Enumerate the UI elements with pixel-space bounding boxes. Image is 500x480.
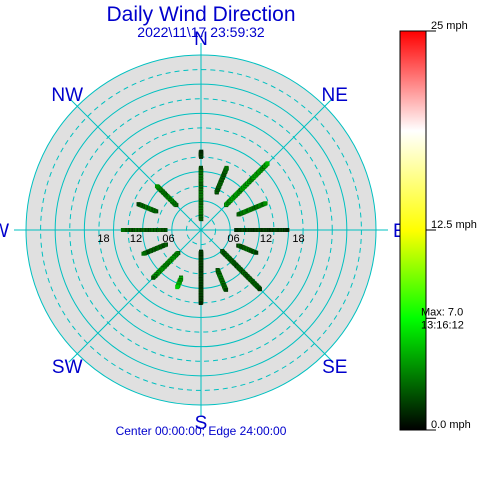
wind-sample-point — [175, 285, 180, 290]
chart-subtitle: 2022\11\17 23:59:32 — [137, 24, 265, 40]
data-points — [120, 149, 290, 306]
chart-title: Daily Wind Direction — [106, 3, 295, 26]
scale-label-max: 25 mph — [431, 20, 468, 32]
scale-label-min: 0.0 mph — [431, 419, 471, 431]
wind-sample-point — [257, 287, 262, 292]
scale-max-time: 13:16:12 — [421, 319, 464, 331]
wind-sample-point — [151, 275, 156, 280]
wind-sample-point — [120, 228, 125, 232]
wind-sample-point — [265, 161, 270, 166]
wind-sample-point — [199, 149, 204, 154]
wind-sample-point — [224, 287, 229, 292]
scale-max-value: Max: 7.0 — [421, 306, 463, 318]
scale-label-mid: 12.5 mph — [431, 219, 477, 231]
grid-spoke — [68, 97, 202, 231]
compass-label-s: S — [195, 413, 208, 434]
color-scale: 25 mph 12.5 mph 0.0 mph Max: 7.0 13:16:1… — [399, 20, 477, 431]
wind-sample-point — [285, 228, 290, 232]
wind-sample-point — [141, 251, 146, 256]
wind-sample-point — [224, 165, 229, 170]
color-scale-bar — [399, 30, 427, 431]
wind-sample-point — [263, 201, 268, 206]
radial-tick-label: 12 — [260, 233, 272, 245]
wind-sample-point — [198, 301, 203, 306]
wind-sample-point — [136, 202, 141, 207]
radial-tick-label: 18 — [97, 233, 109, 245]
compass-label-n: N — [194, 29, 208, 50]
chart-footer: Center 00:00:00; Edge 24:00:00 — [116, 424, 287, 438]
compass-label-ne: NE — [322, 85, 348, 106]
wind-sample-point — [254, 250, 259, 255]
compass-label-sw: SW — [52, 357, 83, 378]
compass-label-w: W — [0, 221, 9, 242]
compass-label-nw: NW — [51, 85, 83, 106]
radial-tick-label: 12 — [130, 233, 142, 245]
wind-sample-point — [199, 165, 203, 170]
wind-sample-point — [154, 184, 159, 189]
radial-tick-label: 18 — [292, 233, 304, 245]
radial-tick-label: 06 — [227, 233, 239, 245]
compass-label-se: SE — [322, 357, 347, 378]
radial-tick-label: 06 — [162, 233, 174, 245]
